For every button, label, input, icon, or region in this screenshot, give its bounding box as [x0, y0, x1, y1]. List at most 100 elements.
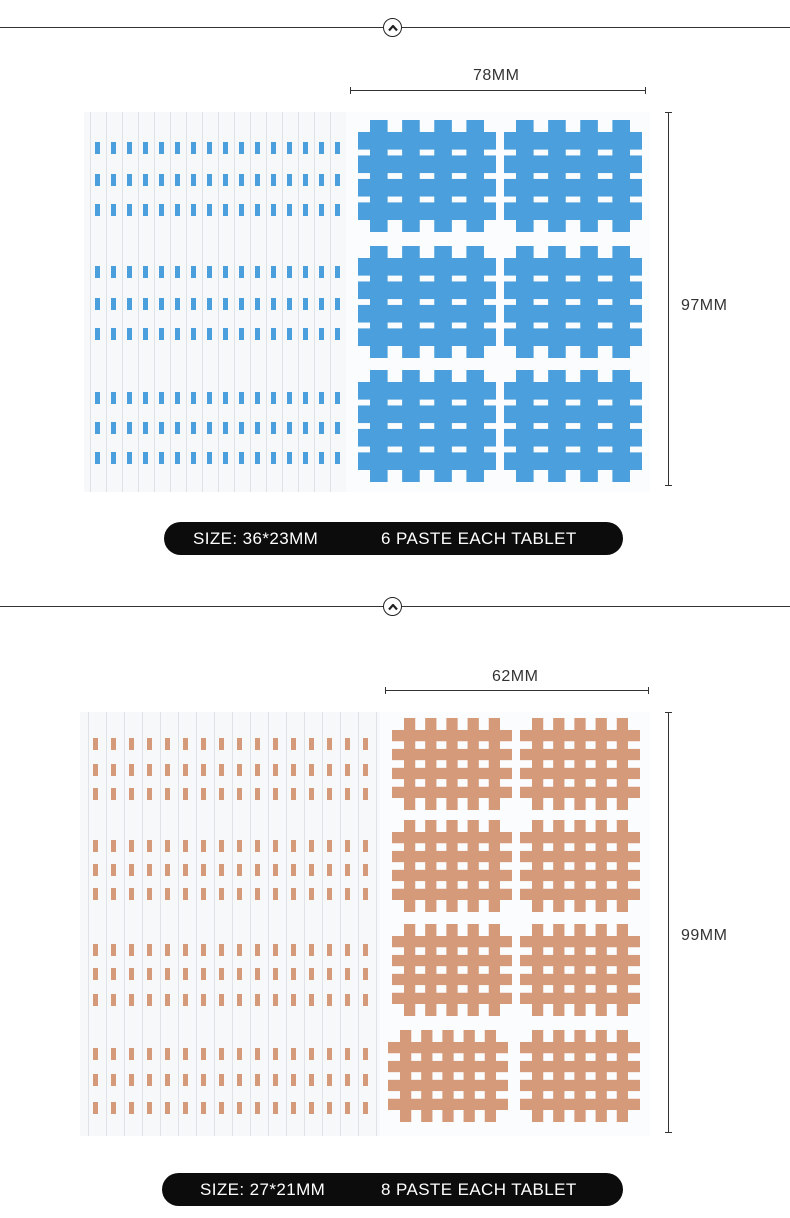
tape-edge-mark [363, 968, 368, 980]
scroll-up-button[interactable] [383, 18, 402, 37]
tape-edge-mark [165, 738, 170, 750]
tape-edge-mark [165, 888, 170, 900]
tape-edge-mark [273, 840, 278, 852]
tape-edge-mark [223, 174, 228, 186]
tape-edge-mark [309, 764, 314, 776]
tape-edge-mark [191, 266, 196, 278]
tape-edge-mark [345, 764, 350, 776]
tape-edge-mark [183, 764, 188, 776]
cross-tape-patch [358, 370, 496, 482]
tape-edge-mark [303, 266, 308, 278]
tape-edge-mark [309, 994, 314, 1006]
tape-edge-mark [287, 328, 292, 340]
sheet-edge [138, 112, 139, 492]
height-dimension-label: 97MM [681, 297, 728, 314]
tape-edge-mark [363, 1074, 368, 1086]
tape-edge-mark [111, 994, 116, 1006]
tape-edge-mark [363, 994, 368, 1006]
tape-edge-mark [183, 1102, 188, 1114]
tape-edge-mark [237, 738, 242, 750]
tape-edge-mark [191, 328, 196, 340]
tape-edge-mark [219, 788, 224, 800]
sheet-edge [250, 112, 251, 492]
tape-edge-mark [175, 204, 180, 216]
tape-edge-mark [143, 452, 148, 464]
tape-edge-mark [363, 840, 368, 852]
tape-edge-mark [237, 968, 242, 980]
tape-edge-mark [95, 298, 100, 310]
tape-edge-mark [273, 944, 278, 956]
tape-edge-mark [291, 764, 296, 776]
tape-edge-mark [237, 788, 242, 800]
tape-edge-mark [201, 840, 206, 852]
tape-edge-mark [255, 1074, 260, 1086]
tape-edge-mark [287, 422, 292, 434]
tape-edge-mark [327, 968, 332, 980]
tape-edge-mark [303, 392, 308, 404]
tape-edge-mark [219, 1074, 224, 1086]
sheet-edge [268, 712, 269, 1136]
tape-edge-mark [183, 738, 188, 750]
sheet-edge [106, 712, 107, 1136]
tape-edge-mark [219, 944, 224, 956]
tape-edge-mark [201, 764, 206, 776]
tape-edge-mark [363, 1102, 368, 1114]
sheet-edge [340, 712, 341, 1136]
cross-tape-patch [392, 820, 512, 912]
sheet-edge [124, 712, 125, 1136]
tape-edge-mark [111, 840, 116, 852]
tape-edge-mark [147, 944, 152, 956]
tape-edge-mark [273, 788, 278, 800]
tape-edge-mark [93, 968, 98, 980]
tape-edge-mark [319, 174, 324, 186]
tape-edge-mark [255, 204, 260, 216]
sheet-edge [266, 112, 267, 492]
size-text: SIZE: 36*23MM [193, 528, 319, 548]
tape-edge-mark [255, 968, 260, 980]
tape-edge-mark [319, 142, 324, 154]
tape-edge-mark [255, 422, 260, 434]
tape-edge-mark [127, 452, 132, 464]
tape-edge-mark [327, 1102, 332, 1114]
tape-edge-mark [273, 968, 278, 980]
tape-edge-mark [127, 328, 132, 340]
cross-tape-patch [358, 120, 496, 232]
cross-tape-patch [520, 1030, 640, 1122]
tape-edge-mark [129, 864, 134, 876]
tape-edge-mark [159, 328, 164, 340]
tape-edge-mark [95, 422, 100, 434]
tape-edge-mark [93, 888, 98, 900]
tape-edge-mark [309, 1074, 314, 1086]
tape-edge-mark [255, 738, 260, 750]
sheet-edge [376, 712, 377, 1136]
sheet-edge [218, 112, 219, 492]
tape-edge-mark [291, 1074, 296, 1086]
tape-edge-mark [327, 788, 332, 800]
tape-edge-mark [219, 968, 224, 980]
tape-edge-mark [147, 840, 152, 852]
tape-edge-mark [207, 422, 212, 434]
scroll-up-button[interactable] [383, 597, 402, 616]
cross-tape-patch [520, 820, 640, 912]
tape-edge-mark [127, 298, 132, 310]
tape-edge-mark [319, 328, 324, 340]
tape-edge-mark [165, 788, 170, 800]
tape-edge-mark [111, 764, 116, 776]
cross-tape-patch [392, 718, 512, 810]
tape-edge-mark [95, 142, 100, 154]
tape-edge-mark [237, 944, 242, 956]
tape-edge-mark [255, 840, 260, 852]
tape-edge-mark [175, 298, 180, 310]
tape-edge-mark [239, 266, 244, 278]
tape-edge-mark [309, 840, 314, 852]
tape-edge-mark [345, 840, 350, 852]
tape-edge-mark [191, 174, 196, 186]
tape-edge-mark [143, 392, 148, 404]
height-dimension-line [665, 712, 672, 1133]
tape-edge-mark [129, 888, 134, 900]
tape-edge-mark [159, 298, 164, 310]
tape-edge-mark [175, 422, 180, 434]
tape-edge-mark [183, 888, 188, 900]
tape-edge-mark [201, 1048, 206, 1060]
tape-edge-mark [201, 888, 206, 900]
